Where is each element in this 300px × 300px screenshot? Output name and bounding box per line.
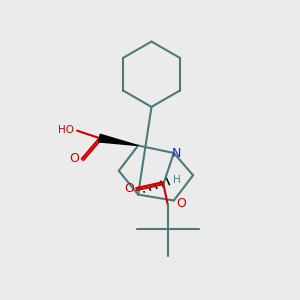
Text: O: O <box>176 197 186 210</box>
Text: N: N <box>172 147 182 161</box>
Text: O: O <box>124 182 134 195</box>
Text: O: O <box>69 152 79 164</box>
Text: HO: HO <box>58 125 74 135</box>
Text: H: H <box>173 175 181 185</box>
Polygon shape <box>99 134 138 146</box>
